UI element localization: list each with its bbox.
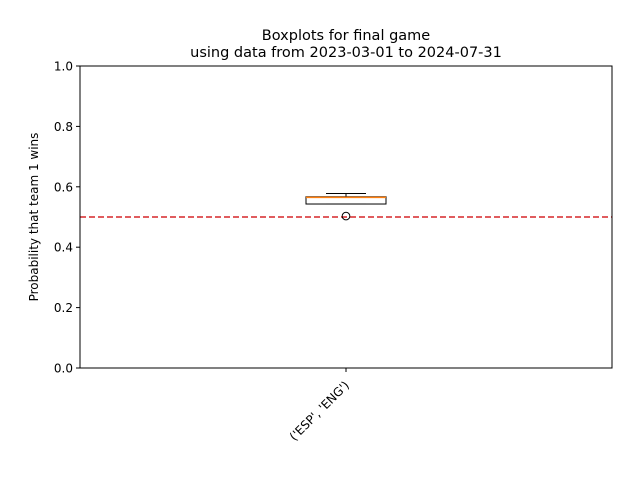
y-tick-label: 0.8 xyxy=(54,120,73,134)
y-tick-label: 1.0 xyxy=(54,60,73,74)
y-tick-label: 0.2 xyxy=(54,301,73,315)
y-axis-label: Probability that team 1 wins xyxy=(27,133,41,302)
outlier-point xyxy=(341,211,351,221)
y-tick-label: 0.6 xyxy=(54,180,73,194)
y-tick-label: 0.4 xyxy=(54,241,73,255)
chart-title-line1: Boxplots for final game xyxy=(262,28,431,44)
plot-frame xyxy=(79,65,613,369)
x-tick-label: ('ESP', 'ENG') xyxy=(287,378,352,443)
chart-title-line2: using data from 2023-03-01 to 2024-07-31 xyxy=(190,45,502,61)
y-tick-label: 0.0 xyxy=(54,362,73,376)
